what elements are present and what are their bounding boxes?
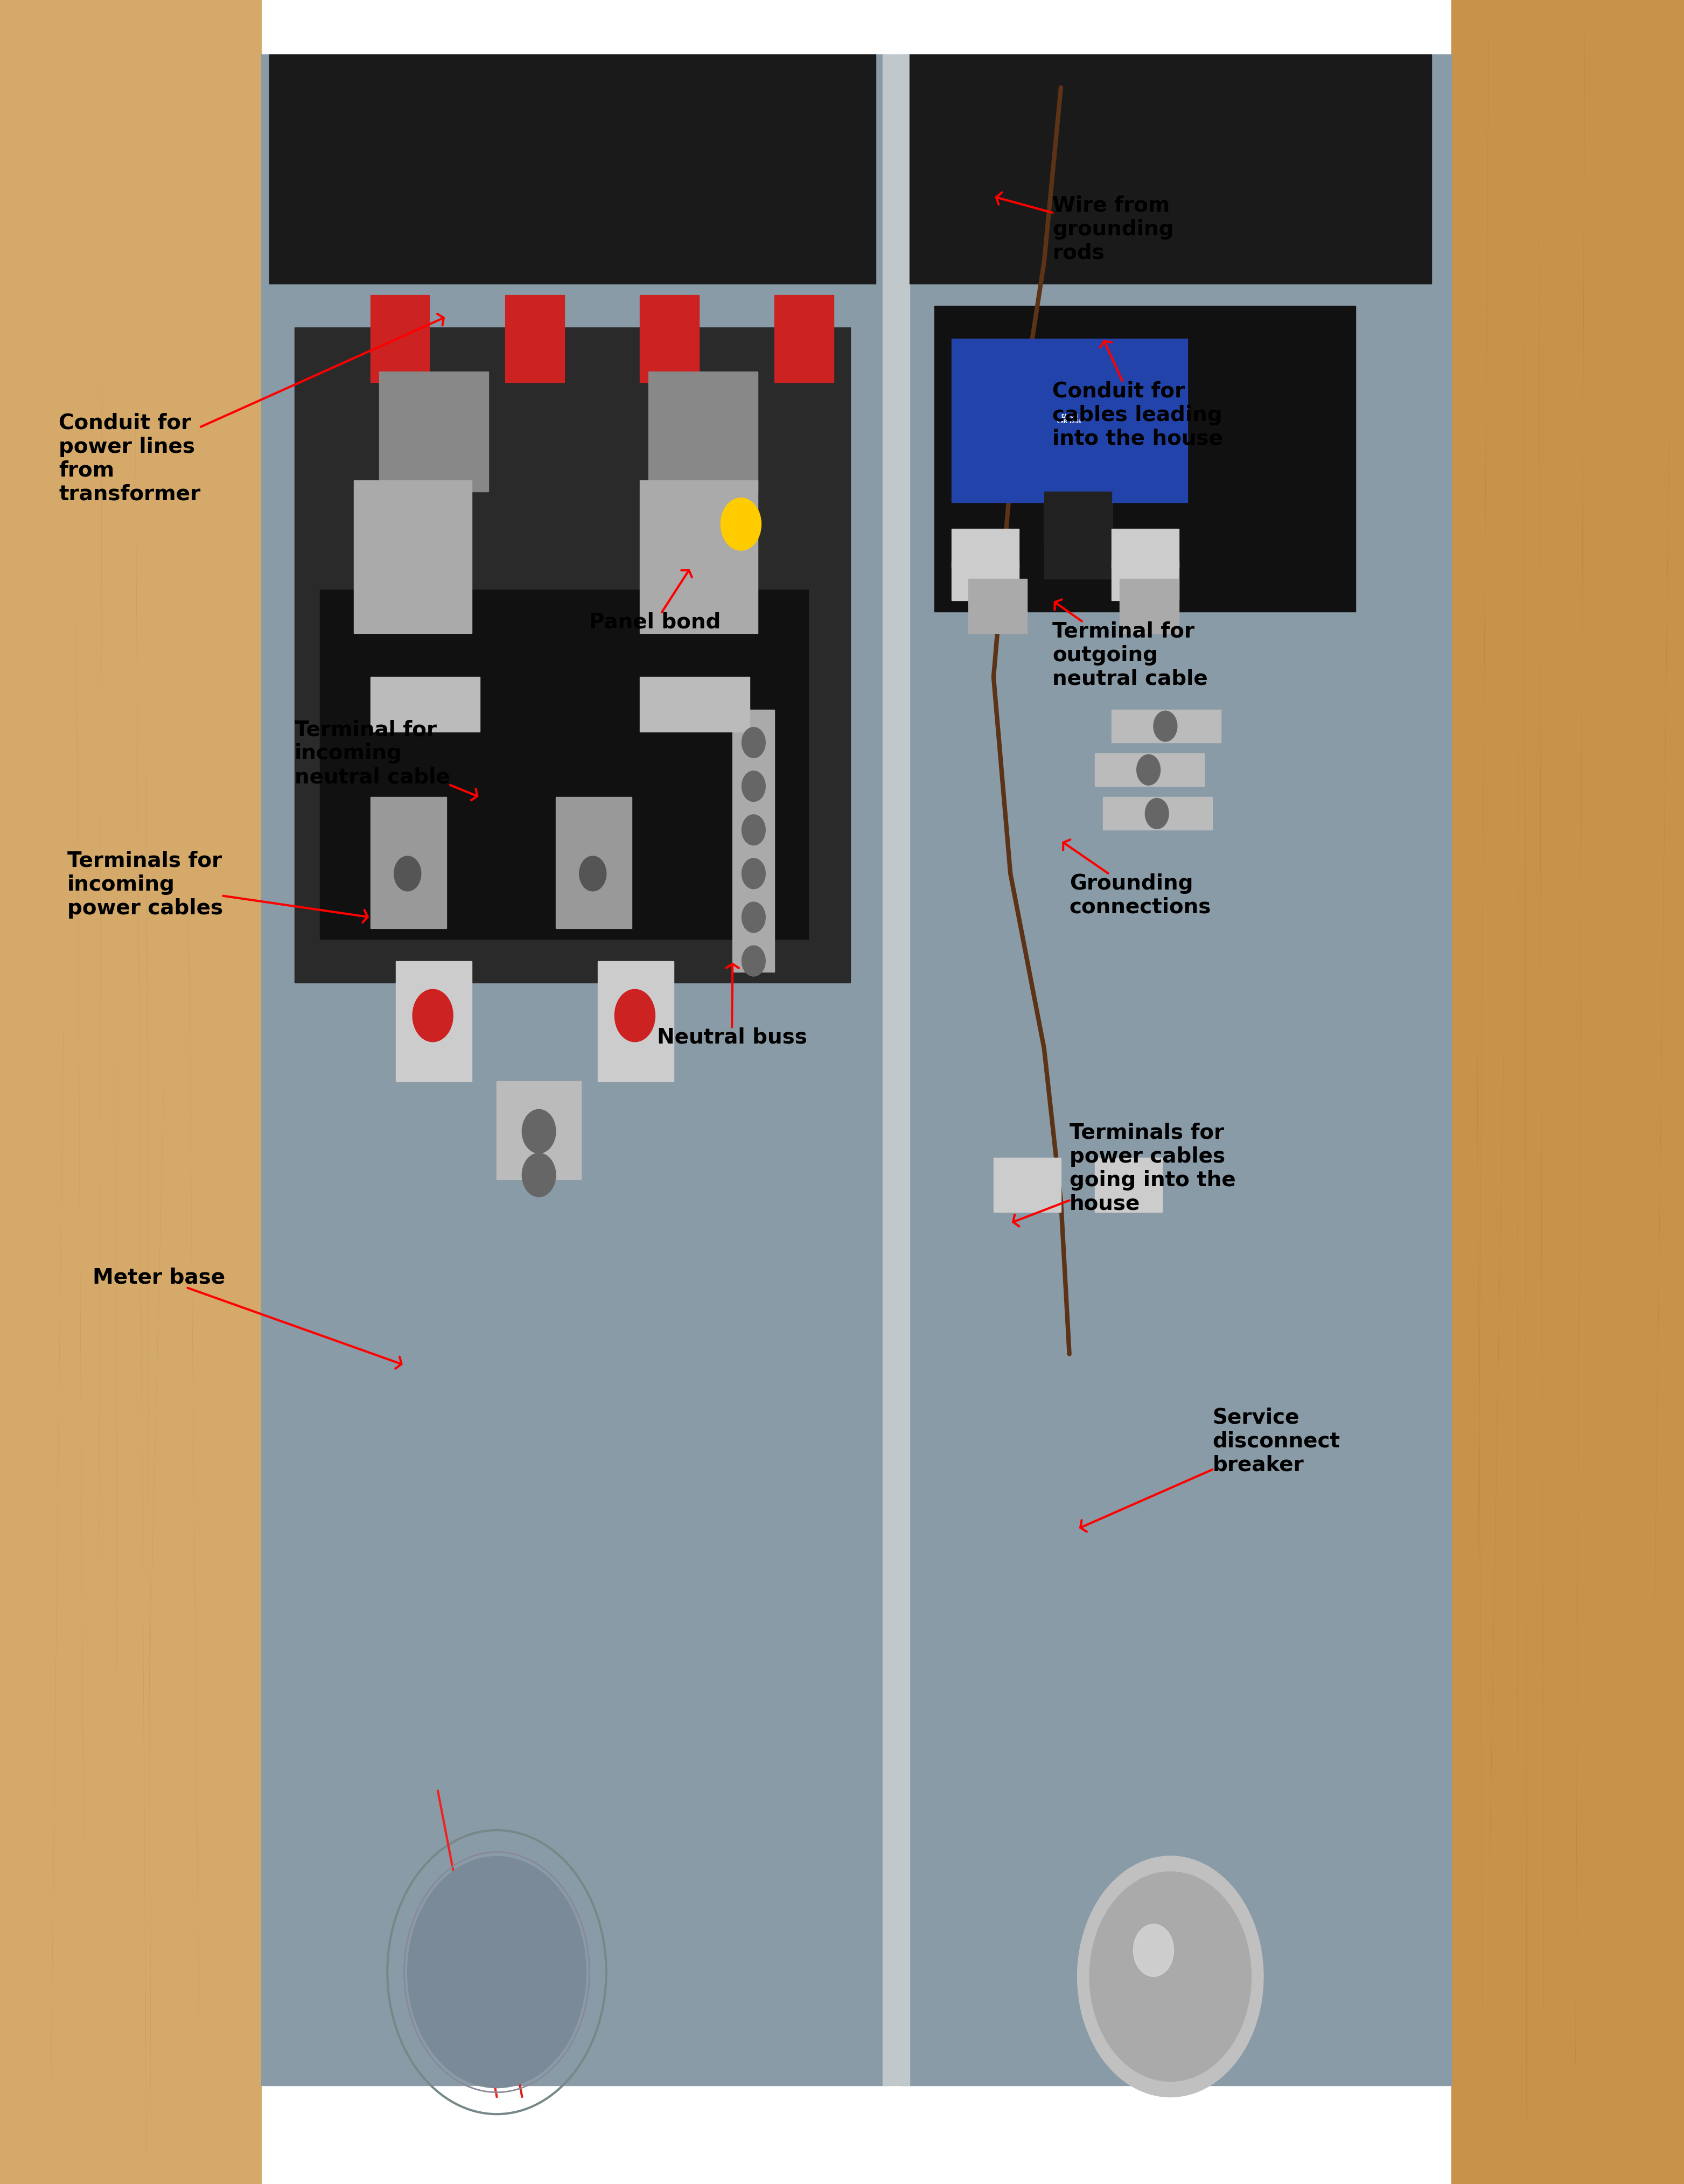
Text: Service
disconnect
breaker: Service disconnect breaker: [1081, 1406, 1340, 1531]
Bar: [901, 55, 1452, 2086]
Bar: [295, 328, 850, 983]
Bar: [733, 710, 775, 972]
Text: Conduit for
power lines
from
transformer: Conduit for power lines from transformer: [59, 314, 443, 505]
Bar: [370, 677, 480, 732]
Circle shape: [1133, 1924, 1174, 1977]
Circle shape: [741, 815, 765, 845]
Bar: [0, 0, 1684, 22]
Bar: [497, 1081, 581, 1179]
Bar: [505, 295, 564, 382]
Bar: [0, 0, 261, 2184]
Bar: [396, 961, 472, 1081]
Bar: [370, 295, 429, 382]
Bar: [951, 529, 1019, 568]
Bar: [775, 295, 834, 382]
Bar: [994, 1158, 1061, 1212]
Bar: [909, 55, 1431, 284]
Bar: [1044, 491, 1111, 579]
Text: Neutral buss: Neutral buss: [657, 963, 807, 1048]
Circle shape: [741, 771, 765, 802]
Text: Conduit for
cables leading
into the house: Conduit for cables leading into the hous…: [1052, 341, 1223, 450]
Circle shape: [741, 902, 765, 933]
Text: Panel bond: Panel bond: [589, 570, 721, 633]
Circle shape: [1090, 1872, 1251, 2081]
Circle shape: [721, 498, 761, 550]
Circle shape: [522, 1153, 556, 1197]
Circle shape: [394, 856, 421, 891]
Bar: [951, 339, 1187, 502]
Text: Meter base: Meter base: [93, 1267, 401, 1369]
Circle shape: [741, 727, 765, 758]
Bar: [370, 797, 446, 928]
Text: Wire from
grounding
rods: Wire from grounding rods: [997, 192, 1174, 264]
Bar: [968, 579, 1027, 633]
Bar: [556, 797, 632, 928]
Bar: [379, 371, 488, 491]
Bar: [1103, 797, 1212, 830]
Bar: [1111, 561, 1179, 601]
Bar: [1095, 753, 1204, 786]
Circle shape: [741, 946, 765, 976]
Circle shape: [522, 1109, 556, 1153]
Text: Terminal for
incoming
neutral cable: Terminal for incoming neutral cable: [295, 719, 477, 799]
Bar: [1111, 529, 1179, 568]
Bar: [261, 55, 889, 2086]
Bar: [882, 55, 909, 2086]
Bar: [951, 561, 1019, 601]
Bar: [1044, 502, 1111, 546]
Text: Grounding
connections: Grounding connections: [1063, 839, 1211, 917]
Text: Terminal for
outgoing
neutral cable: Terminal for outgoing neutral cable: [1052, 598, 1207, 690]
Bar: [320, 590, 808, 939]
Circle shape: [408, 1856, 586, 2088]
Bar: [1120, 579, 1179, 633]
Circle shape: [579, 856, 606, 891]
Circle shape: [1145, 799, 1169, 830]
Circle shape: [741, 858, 765, 889]
Bar: [640, 677, 749, 732]
Circle shape: [1078, 1856, 1263, 2097]
Circle shape: [1154, 712, 1177, 743]
Circle shape: [1137, 753, 1160, 784]
Bar: [640, 480, 758, 633]
Bar: [269, 55, 876, 284]
Bar: [598, 961, 674, 1081]
Circle shape: [615, 989, 655, 1042]
Text: Terminals for
power cables
going into the
house: Terminals for power cables going into th…: [1014, 1123, 1236, 1227]
Bar: [648, 371, 758, 491]
Bar: [1452, 0, 1684, 2184]
Text: Terminals for
incoming
power cables: Terminals for incoming power cables: [67, 850, 367, 922]
Bar: [1111, 710, 1221, 743]
Bar: [354, 480, 472, 633]
Bar: [1095, 1158, 1162, 1212]
Text: EATON
CSR 125k: EATON CSR 125k: [1058, 415, 1081, 424]
Bar: [935, 306, 1356, 612]
Circle shape: [413, 989, 453, 1042]
Bar: [640, 295, 699, 382]
